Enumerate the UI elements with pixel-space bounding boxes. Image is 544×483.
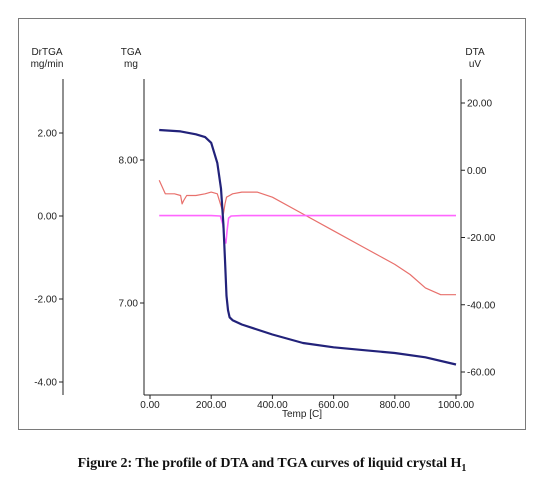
drtga-tick-label: -4.00: [34, 378, 57, 389]
drtga-tick-label: -2.00: [34, 295, 57, 306]
drtga-series-line: [159, 214, 456, 244]
x-tick-label: 400.00: [257, 400, 288, 411]
x-tick-label: 600.00: [318, 400, 349, 411]
dta-tick-label: 0.00: [467, 166, 487, 177]
dta-axis-title: DTA: [465, 47, 485, 58]
series-layer: [158, 128, 457, 366]
tga-axis-title: TGA: [121, 47, 142, 58]
x-tick-label: 800.00: [380, 400, 411, 411]
drtga-tick-label: 2.00: [38, 129, 58, 140]
x-tick-label: 1000.00: [438, 400, 475, 411]
caption-text: Figure 2: The profile of DTA and TGA cur…: [77, 456, 462, 471]
x-tick-label: 200.00: [196, 400, 227, 411]
dta-series-line: [158, 180, 456, 296]
dta-tga-chart: DrTGA mg/min TGA mg DTA uV Temp [C] 0.00…: [31, 47, 496, 420]
drtga-axis-title: DrTGA: [31, 47, 62, 58]
tga-series-line: [159, 128, 457, 366]
figure-caption: Figure 2: The profile of DTA and TGA cur…: [0, 456, 544, 474]
tga-axis-unit: mg: [124, 59, 138, 70]
dta-axis-unit: uV: [469, 59, 482, 70]
dta-tick-label: -20.00: [467, 233, 496, 244]
tga-tick-label: 8.00: [119, 156, 139, 167]
figure-frame: DrTGA mg/min TGA mg DTA uV Temp [C] 0.00…: [18, 18, 526, 430]
drtga-tick-label: 0.00: [38, 212, 58, 223]
caption-subscript: 1: [461, 462, 467, 474]
ticks-layer: 0.00 200.00 400.00 600.00 800.00 1000.00 8.00 7…: [34, 99, 496, 412]
x-tick-label: 0.00: [140, 400, 160, 411]
tga-tick-label: 7.00: [119, 299, 139, 310]
drtga-axis-unit: mg/min: [31, 59, 64, 70]
dta-tick-label: -60.00: [467, 368, 496, 379]
x-axis-title: Temp [C]: [282, 409, 322, 420]
dta-tick-label: -40.00: [467, 300, 496, 311]
dta-tick-label: 20.00: [467, 99, 492, 110]
